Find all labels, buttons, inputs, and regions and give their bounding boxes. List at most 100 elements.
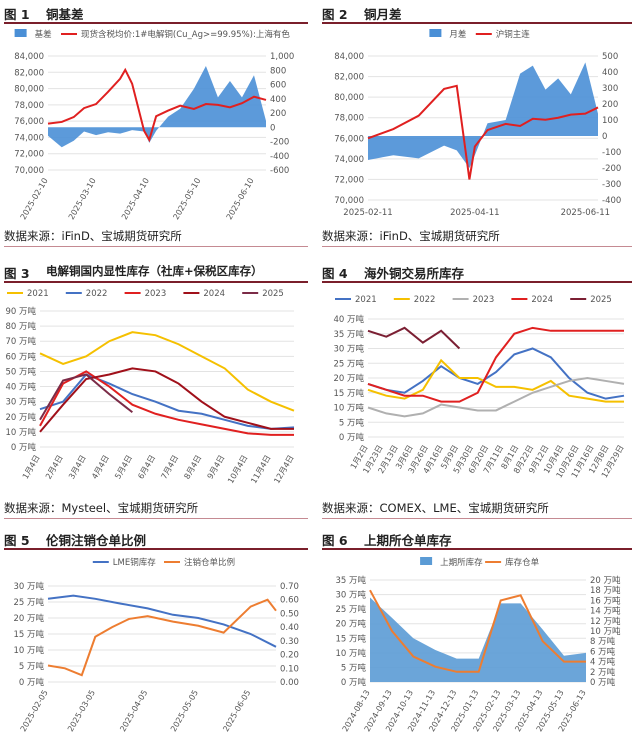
x-tick: 5月4日: [113, 454, 134, 481]
x-tick: 11月4日: [249, 454, 272, 486]
y-tick-left: 10 万吨: [335, 648, 366, 659]
chart-month-spread: 月差 沪铜主连 84,000 82,000 80,000 78,000 76,000 74,0…: [334, 29, 621, 218]
x-tick: 2025-02-10: [19, 177, 50, 222]
y-tick: 0 万吨: [339, 432, 365, 443]
x-tick: 2025-06-05: [221, 689, 252, 734]
y-tick: 10 万吨: [5, 427, 36, 438]
y-tick-right: 500: [602, 52, 618, 62]
y-tick: 50 万吨: [5, 366, 36, 377]
y-tick-right: 14 万吨: [590, 606, 621, 617]
y-tick-left: 70,000: [334, 196, 364, 206]
x-tick: 1月4日: [21, 454, 42, 481]
y-tick-right: 400: [602, 68, 618, 78]
x-tick: 2025-05-05: [169, 689, 200, 734]
x-tick: 12月4日: [272, 454, 295, 486]
legend-label: 上期所库存: [440, 557, 483, 568]
series-line: [39, 370, 294, 436]
x-tick: 2025-03-10: [67, 177, 98, 222]
y-tick-left: 5 万吨: [341, 662, 367, 673]
x-tick: 2025-06-11: [561, 208, 610, 218]
y-tick-left: 5 万吨: [19, 661, 45, 672]
legend-label: 沪铜主连: [496, 29, 531, 40]
y-tick-right: -200: [602, 164, 621, 174]
y-tick: 70 万吨: [5, 336, 36, 347]
x-tick: 2025-03-05: [66, 689, 97, 734]
x-tick: 9月4日: [206, 454, 227, 481]
figure-number-2: 图 2: [322, 7, 348, 22]
y-tick-left: 25 万吨: [335, 604, 366, 615]
series-area: [48, 65, 266, 148]
series-line: [39, 331, 295, 412]
y-tick-right: 0.00: [280, 678, 299, 688]
legend-label: 基差: [35, 29, 52, 40]
y-tick-right: 1,000: [270, 52, 294, 62]
y-tick-right: 0.60: [280, 596, 299, 606]
y-tick: 5 万吨: [339, 417, 365, 428]
y-tick-right: 10 万吨: [590, 626, 621, 637]
y-tick-right: 16 万吨: [590, 595, 621, 606]
y-tick-left: 15 万吨: [335, 633, 366, 644]
chart-lme-cancelled-ratio: LME铜库存 注销仓单比例 30 万吨 25 万吨 20 万吨 15 万吨 10 万吨 5 万…: [13, 557, 299, 734]
y-tick-left: 30 万吨: [13, 581, 44, 592]
figure-header-5: 图 5 伦铜注销仓单比例: [4, 530, 308, 550]
source-note-1: 数据来源：iFinD、宝城期货研究所: [4, 228, 308, 247]
y-tick-left: 10 万吨: [13, 645, 44, 656]
y-tick-right: 0.50: [280, 609, 299, 619]
figure-header-1: 图 1 铜基差: [4, 4, 308, 24]
series-line: [367, 326, 624, 403]
y-tick-right: -600: [270, 166, 289, 176]
series-line: [39, 373, 133, 421]
y-tick-right: 0.70: [280, 582, 299, 592]
y-tick-left: 84,000: [14, 52, 44, 62]
figure-number-3: 图 3: [4, 266, 30, 281]
y-tick-right: -100: [602, 148, 621, 158]
y-tick: 80 万吨: [5, 321, 36, 332]
y-tick-right: 600: [270, 81, 286, 91]
y-tick: 20 万吨: [333, 373, 364, 384]
y-tick-left: 74,000: [14, 133, 44, 143]
y-tick: 30 万吨: [333, 344, 364, 355]
y-tick: 35 万吨: [333, 329, 364, 340]
x-tick: 7月4日: [159, 454, 180, 481]
figure-header-3: 图 3 电解铜国内显性库存（社库+保税区库存）: [4, 263, 308, 283]
legend-swatch: [420, 557, 433, 565]
y-tick-left: 72,000: [14, 150, 44, 160]
y-tick-left: 72,000: [334, 175, 364, 185]
legend-label: 库存仓单: [505, 557, 540, 568]
source-note-4: 数据来源：COMEX、LME、宝城期货研究所: [322, 500, 632, 519]
series-line: [47, 67, 267, 143]
figure-number-5: 图 5: [4, 533, 30, 548]
legend-label: LME铜库存: [113, 557, 156, 568]
y-tick: 60 万吨: [5, 351, 36, 362]
legend-label: 2025: [262, 289, 284, 299]
figure-title-1: 铜基差: [46, 7, 84, 22]
y-tick-right: 8 万吨: [590, 636, 616, 647]
series-line: [39, 373, 295, 430]
y-tick-left: 82,000: [14, 68, 44, 78]
y-tick-right: -400: [270, 152, 289, 162]
legend-label: 2021: [355, 295, 377, 305]
x-tick: 8月4日: [182, 454, 203, 481]
legend-label: 2024: [203, 289, 225, 299]
y-tick: 20 万吨: [5, 412, 36, 423]
figure-number-4: 图 4: [322, 266, 348, 281]
y-tick: 40 万吨: [333, 314, 364, 325]
y-tick-left: 20 万吨: [13, 613, 44, 624]
y-tick-right: 18 万吨: [590, 585, 621, 596]
legend-label: 2023: [473, 295, 495, 305]
series-area: [368, 62, 598, 168]
legend-label: 月差: [449, 29, 466, 40]
y-tick: 40 万吨: [5, 382, 36, 393]
y-tick-right: 20 万吨: [590, 575, 621, 586]
y-tick-right: 0 万吨: [590, 677, 616, 688]
figure-title-3: 电解铜国内显性库存（社库+保税区库存）: [46, 264, 263, 278]
figure-header-6: 图 6 上期所仓单库存: [322, 530, 632, 550]
legend-label: 注销仓单比例: [184, 557, 235, 568]
y-tick-right: 800: [270, 66, 286, 76]
figure-title-5: 伦铜注销仓单比例: [46, 533, 147, 548]
y-tick-left: 80,000: [14, 85, 44, 95]
source-note-3: 数据来源：Mysteel、宝城期货研究所: [4, 500, 308, 519]
y-tick-left: 78,000: [334, 114, 364, 124]
y-tick-left: 25 万吨: [13, 597, 44, 608]
y-tick-right: 2 万吨: [590, 667, 616, 678]
